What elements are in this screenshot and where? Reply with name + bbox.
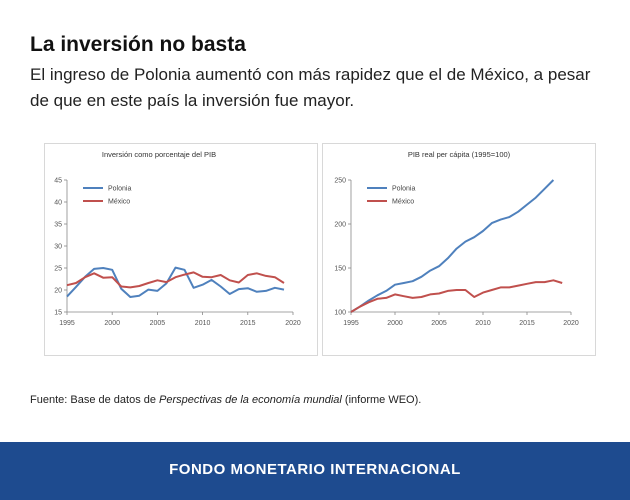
x-tick-label: 1995 <box>59 320 75 327</box>
y-tick-label: 100 <box>334 310 346 317</box>
x-tick-label: 1995 <box>343 320 359 327</box>
chart-title: Inversión como porcentaje del PIB <box>102 150 216 159</box>
chart-panel-investment: Inversión como porcentaje del PIB 15 20 25 3… <box>44 143 318 356</box>
x-tick-label: 2010 <box>475 320 491 327</box>
y-tick-label: 15 <box>54 310 62 317</box>
chart-investment: Inversión como porcentaje del PIB 15 20 25 3… <box>54 150 301 327</box>
y-tick-label: 35 <box>54 222 62 229</box>
x-tick-label: 2015 <box>240 320 256 327</box>
y-tick-label: 150 <box>334 266 346 273</box>
series-line-polonia <box>66 266 285 298</box>
series-line-mxico <box>66 271 285 289</box>
y-tick-label: 30 <box>54 244 62 251</box>
y-tick-label: 20 <box>54 288 62 295</box>
series-line-polonia <box>350 179 555 313</box>
source-publication: Perspectivas de la economía mundial <box>159 394 342 406</box>
x-tick-label: 2005 <box>150 320 166 327</box>
footer-text: FONDO MONETARIO INTERNACIONAL <box>169 461 461 478</box>
y-tick-label: 200 <box>334 222 346 229</box>
chart-title: PIB real per cápita (1995=100) <box>408 150 511 159</box>
series-line-mxico <box>350 279 563 313</box>
x-tick-label: 2020 <box>563 320 579 327</box>
x-tick-label: 2015 <box>519 320 535 327</box>
page-title: La inversión no basta <box>30 33 246 56</box>
legend-label: Polonia <box>392 186 415 193</box>
x-tick-label: 2020 <box>285 320 301 327</box>
x-tick-label: 2000 <box>387 320 403 327</box>
y-tick-label: 45 <box>54 178 62 185</box>
legend-label: México <box>108 199 130 206</box>
y-tick-label: 25 <box>54 266 62 273</box>
source-prefix: Fuente: Base de datos de <box>30 394 160 406</box>
chart-panel-gdp: PIB real per cápita (1995=100) 100 150 200 2… <box>322 143 596 356</box>
page-subtitle: El ingreso de Polonia aumentó con más ra… <box>30 65 591 110</box>
x-tick-label: 2000 <box>104 320 120 327</box>
x-tick-label: 2005 <box>431 320 447 327</box>
y-tick-label: 40 <box>54 200 62 207</box>
legend-label: México <box>392 199 414 206</box>
chart-gdp-per-capita: PIB real per cápita (1995=100) 100 150 200 2… <box>334 150 579 327</box>
footer-bar: FONDO MONETARIO INTERNACIONAL <box>0 442 630 500</box>
source-note: Fuente: Base de datos de Perspectivas de… <box>30 394 421 406</box>
y-tick-label: 250 <box>334 178 346 185</box>
legend-label: Polonia <box>108 186 131 193</box>
source-suffix: (informe WEO). <box>341 394 422 406</box>
x-tick-label: 2010 <box>195 320 211 327</box>
